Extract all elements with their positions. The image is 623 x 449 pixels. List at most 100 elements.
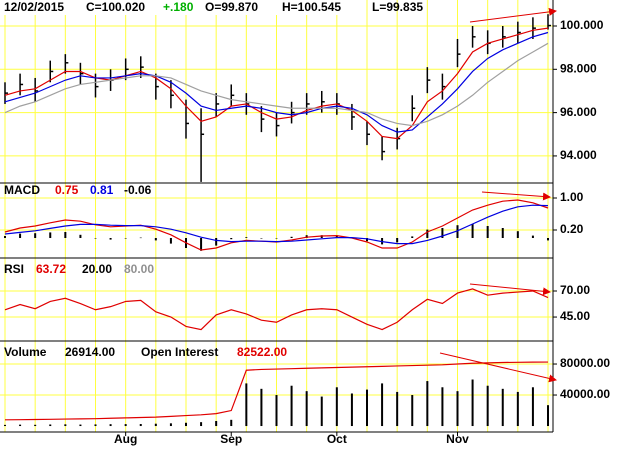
- histogram-bar: [124, 238, 127, 239]
- volume-bar: [305, 391, 308, 427]
- rsi-legend: RSI 63.72 20.00 80.00: [4, 262, 154, 276]
- series-line: [4, 42, 549, 127]
- volume-bar: [396, 391, 399, 427]
- volume-bar: [516, 391, 519, 427]
- histogram-bar: [290, 236, 293, 238]
- volume-bar: [154, 423, 157, 427]
- histogram-bar: [245, 237, 248, 238]
- histogram-bar: [200, 238, 203, 251]
- legend-value: 26914.00: [65, 345, 115, 359]
- change: +.180: [163, 0, 194, 14]
- legend-value: 82522.00: [237, 345, 287, 359]
- y-tick-label: 80000.00: [560, 356, 610, 370]
- volume-bar: [366, 389, 368, 427]
- volume-bar: [411, 395, 414, 427]
- volume-bar: [290, 385, 293, 427]
- histogram-bar: [411, 236, 414, 238]
- y-tick-label: 96.000: [560, 105, 597, 119]
- low: L=99.835: [372, 0, 423, 14]
- histogram-bar: [426, 229, 429, 238]
- x-tick-label: Nov: [446, 432, 469, 446]
- header-bg: [0, 0, 350, 15]
- legend-value: 63.72: [36, 262, 66, 276]
- legend-value: 0.81: [90, 183, 114, 197]
- histogram-bar: [215, 238, 218, 246]
- histogram-bar: [79, 234, 82, 238]
- volume-bar: [275, 395, 278, 427]
- histogram-bar: [456, 225, 459, 238]
- volume-bar: [245, 383, 248, 427]
- y-tick-label: 70.00: [560, 283, 590, 297]
- volume-bar: [486, 385, 489, 427]
- y-tick-label: 94.000: [560, 148, 597, 162]
- volume-bar: [4, 424, 6, 427]
- high: H=100.545: [282, 0, 341, 14]
- y-tick-label: 100.000: [560, 18, 604, 32]
- y-tick-label: 1.00: [560, 190, 584, 204]
- histogram-bar: [275, 238, 278, 239]
- y-tick-label: 0.20: [560, 222, 584, 236]
- y-tick-label: 40000.00: [560, 387, 610, 401]
- x-tick-label: Aug: [114, 432, 137, 446]
- close: C=100.020: [86, 0, 145, 14]
- volume-bar: [109, 424, 112, 427]
- histogram-bar: [139, 237, 142, 239]
- legend-label: Open Interest: [141, 345, 218, 359]
- histogram-bar: [109, 238, 112, 240]
- histogram-bar: [64, 232, 67, 238]
- volume-legend: Volume 26914.00 Open Interest 82522.00: [4, 345, 287, 359]
- volume-bar: [215, 420, 218, 427]
- volume-bar: [230, 419, 233, 427]
- macd-legend: MACD 0.75 0.81 -0.06: [4, 183, 152, 197]
- volume-bar: [139, 424, 142, 427]
- volume-bar: [19, 424, 22, 427]
- volume-bar: [335, 387, 338, 427]
- header: 12/02/2015 C=100.020 +.180 O=99.870 H=10…: [0, 0, 423, 15]
- histogram-bar: [94, 238, 97, 239]
- volume-bar: [320, 396, 323, 427]
- volume-bar: [94, 424, 97, 427]
- volume-bar: [185, 422, 187, 427]
- histogram-bar: [154, 238, 157, 241]
- volume-bar: [531, 387, 534, 427]
- volume-bar: [426, 381, 429, 427]
- histogram-bar: [516, 231, 519, 238]
- trend-arrow: [469, 7, 557, 23]
- volume-bar: [381, 383, 384, 427]
- y-tick-label: 98.000: [560, 61, 597, 75]
- annotations: [439, 7, 557, 383]
- legend-value: 20.00: [82, 262, 112, 276]
- volume-bar: [441, 387, 444, 427]
- histogram-bar: [396, 238, 399, 243]
- legend-label: Volume: [4, 345, 47, 359]
- legend-value: 0.75: [55, 183, 79, 197]
- volume-bar: [350, 393, 353, 427]
- legend-value: 80.00: [124, 262, 154, 276]
- histogram-bar: [169, 238, 172, 244]
- histogram-bar: [49, 232, 52, 238]
- legend-label: RSI: [4, 262, 24, 276]
- volume-bar: [547, 405, 549, 427]
- volume-bar: [79, 424, 82, 427]
- volume-bar: [471, 379, 474, 427]
- histogram-bar: [19, 233, 22, 238]
- x-tick-label: Oct: [327, 432, 347, 446]
- trend-arrow: [481, 191, 551, 201]
- trend-arrow: [439, 352, 557, 383]
- histogram-bar: [471, 224, 474, 238]
- histogram-bar: [501, 228, 504, 238]
- legend-label: MACD: [4, 183, 40, 197]
- legend-value: -0.06: [124, 183, 152, 197]
- histogram-bar: [531, 235, 534, 238]
- histogram-bar: [486, 226, 489, 238]
- volume-bar: [64, 424, 67, 427]
- volume-bar: [169, 423, 172, 427]
- volume-bar: [34, 424, 37, 427]
- histogram-bar: [547, 238, 549, 241]
- histogram-bar: [260, 238, 263, 239]
- series-line: [4, 31, 549, 133]
- trend-arrow: [469, 283, 551, 296]
- histogram-bar: [230, 238, 233, 240]
- x-tick-label: Sep: [220, 432, 242, 446]
